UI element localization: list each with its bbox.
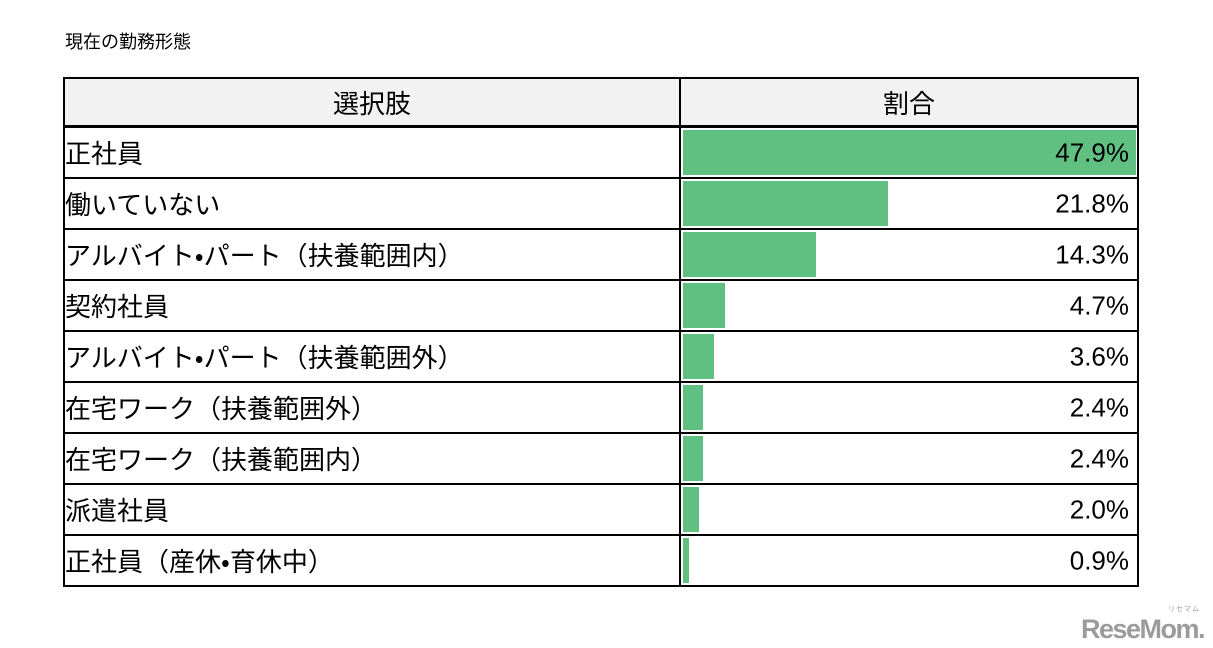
- option-label-cell: 働いていない: [63, 177, 681, 230]
- option-label: アルバイト・パート（扶養範囲内）: [65, 241, 464, 271]
- table-row: アルバイト・パート（扶養範囲外） 3.6%: [63, 330, 1139, 383]
- table-row: 正社員 47.9%: [63, 125, 1139, 179]
- table-row: 在宅ワーク（扶養範囲内） 2.4%: [63, 432, 1139, 485]
- percentage-cell-wrap: 47.9%: [681, 128, 1137, 177]
- resemom-logo: ReseMom.: [1080, 614, 1206, 644]
- option-label-cell: 正社員（産休・育休中）: [63, 534, 681, 587]
- table-row: 働いていない 21.8%: [63, 177, 1139, 230]
- percentage-bar: [683, 283, 725, 328]
- option-label: 在宅ワーク（扶養範囲内）: [65, 445, 378, 475]
- percentage-cell-wrap: 3.6%: [681, 332, 1137, 381]
- chart-title: 現在の勤務形態: [65, 32, 191, 52]
- percentage-cell: 14.3%: [679, 228, 1139, 281]
- table-row: 契約社員 4.7%: [63, 279, 1139, 332]
- percentage-cell: 2.0%: [679, 483, 1139, 536]
- option-label: 正社員: [65, 139, 144, 169]
- percentage-cell-wrap: 14.3%: [681, 230, 1137, 279]
- option-label: 契約社員: [65, 292, 170, 322]
- percentage-bar: [683, 334, 715, 379]
- option-label-cell: 在宅ワーク（扶養範囲内）: [63, 432, 681, 485]
- option-label: アルバイト・パート（扶養範囲外）: [65, 343, 464, 373]
- percentage-value: 4.7%: [1069, 290, 1129, 320]
- percentage-cell: 2.4%: [679, 381, 1139, 434]
- column-header-options: 選択肢: [63, 77, 681, 128]
- table-row: 正社員（産休・育休中） 0.9%: [63, 534, 1139, 587]
- percentage-cell: 2.4%: [679, 432, 1139, 485]
- percentage-value: 14.3%: [1055, 239, 1129, 269]
- option-label: 在宅ワーク（扶養範囲外）: [65, 394, 378, 424]
- percentage-value: 21.8%: [1055, 188, 1129, 218]
- percentage-bar: [683, 385, 703, 430]
- option-label: 派遣社員: [65, 496, 170, 526]
- option-label-cell: 在宅ワーク（扶養範囲外）: [63, 381, 681, 434]
- table-header: 選択肢 割合: [63, 77, 1139, 128]
- percentage-cell-wrap: 2.4%: [681, 434, 1137, 483]
- percentage-bar: [683, 130, 1136, 175]
- percentage-bar: [683, 181, 888, 226]
- option-label-cell: 正社員: [63, 125, 681, 179]
- column-header-ratio: 割合: [679, 77, 1139, 128]
- percentage-bar: [683, 538, 689, 583]
- percentage-cell: 21.8%: [679, 177, 1139, 230]
- percentage-bar: [683, 487, 700, 532]
- header-row: 選択肢 割合: [63, 77, 1139, 128]
- percentage-cell: 4.7%: [679, 279, 1139, 332]
- percentage-cell-wrap: 21.8%: [681, 179, 1137, 228]
- option-label: 正社員（産休・育休中）: [65, 547, 334, 577]
- percentage-value: 47.9%: [1055, 137, 1129, 167]
- percentage-cell-wrap: 2.0%: [681, 485, 1137, 534]
- percentage-value: 3.6%: [1069, 341, 1129, 371]
- percentage-value: 2.4%: [1069, 392, 1129, 422]
- table-row: 在宅ワーク（扶養範囲外） 2.4%: [63, 381, 1139, 434]
- table-row: 派遣社員 2.0%: [63, 483, 1139, 536]
- option-label-cell: アルバイト・パート（扶養範囲内）: [63, 228, 681, 281]
- option-label-cell: 派遣社員: [63, 483, 681, 536]
- percentage-cell: 3.6%: [679, 330, 1139, 383]
- percentage-value: 2.0%: [1069, 494, 1129, 524]
- percentage-cell-wrap: 4.7%: [681, 281, 1137, 330]
- percentage-bar: [683, 232, 817, 277]
- table-body: 正社員 47.9% 働いていない 21.8% ア: [63, 125, 1139, 587]
- option-label: 働いていない: [65, 190, 221, 220]
- percentage-cell-wrap: 0.9%: [681, 536, 1137, 585]
- option-label-cell: アルバイト・パート（扶養範囲外）: [63, 330, 681, 383]
- percentage-value: 0.9%: [1069, 545, 1129, 575]
- survey-table: 選択肢 割合 正社員 47.9% 働いていない: [63, 77, 1139, 587]
- percentage-cell-wrap: 2.4%: [681, 383, 1137, 432]
- percentage-bar: [683, 436, 703, 481]
- percentage-value: 2.4%: [1069, 443, 1129, 473]
- percentage-cell: 47.9%: [679, 125, 1139, 179]
- table-row: アルバイト・パート（扶養範囲内） 14.3%: [63, 228, 1139, 281]
- percentage-cell: 0.9%: [679, 534, 1139, 587]
- resemom-logo-ruby: リセマム: [1168, 606, 1200, 613]
- option-label-cell: 契約社員: [63, 279, 681, 332]
